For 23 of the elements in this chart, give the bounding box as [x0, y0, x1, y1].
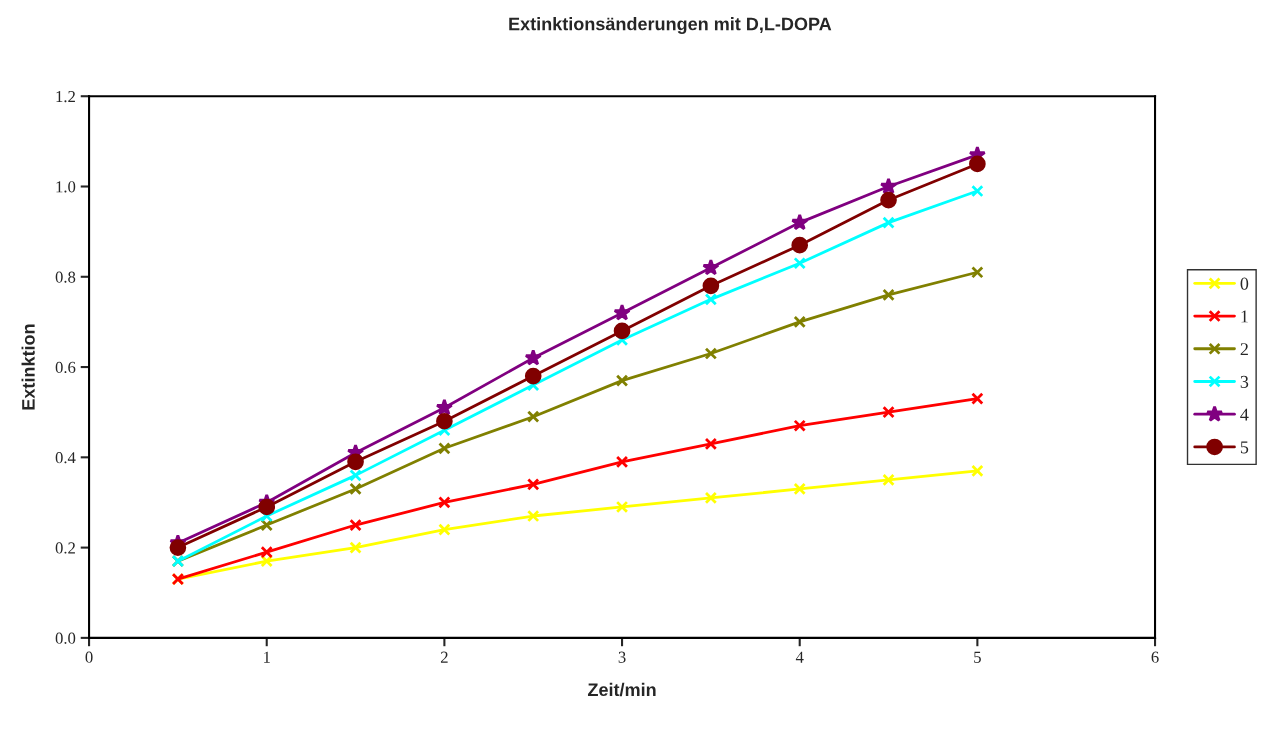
x-axis-title: Zeit/min [587, 682, 656, 697]
legend-label: 2 [1240, 343, 1248, 356]
chart-title: Extinktionsänderungen mit D,L-DOPA [509, 17, 832, 34]
y-tick-label: 0.6 [55, 361, 76, 374]
x-tick-label: 6 [1151, 651, 1159, 663]
x-tick-label: 3 [618, 651, 626, 663]
x-tick-label: 1 [264, 651, 270, 663]
y-tick-label: 1.2 [56, 90, 75, 103]
x-tick-label: 5 [974, 651, 981, 663]
x-tick-label: 2 [440, 651, 448, 663]
y-tick-label: 0.8 [55, 271, 76, 283]
y-tick-label: 1.0 [56, 181, 76, 193]
y-tick-label: 0.0 [55, 632, 76, 644]
legend-label: 1 [1241, 310, 1248, 323]
legend-label: 5 [1240, 441, 1249, 454]
x-tick-label: 0 [85, 651, 93, 663]
legend-label: 4 [1240, 408, 1249, 421]
y-tick-label: 0.2 [55, 542, 75, 554]
y-tick-label: 0.4 [55, 452, 76, 464]
x-tick-label: 4 [795, 651, 804, 663]
y-axis-title: Extinktion [21, 324, 35, 410]
legend-label: 0 [1240, 277, 1249, 290]
legend-label: 3 [1240, 375, 1249, 388]
